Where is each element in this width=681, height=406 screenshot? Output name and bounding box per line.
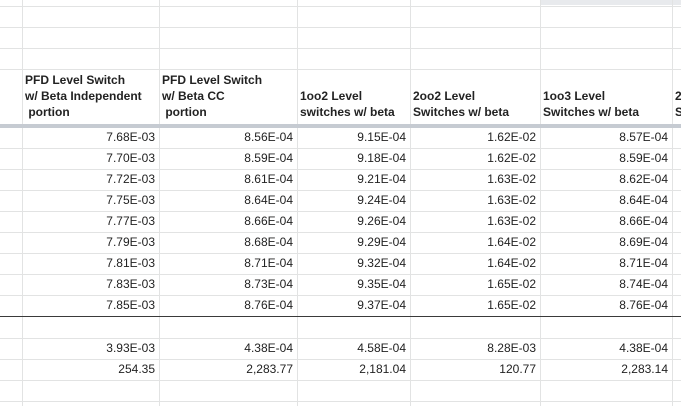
row-divider <box>0 148 681 149</box>
table-cell[interactable]: 8.64E-04 <box>244 193 293 207</box>
table-cell[interactable]: 1.62E-02 <box>487 151 536 165</box>
table-cell[interactable]: 8.66E-04 <box>244 214 293 228</box>
row-divider <box>0 274 681 275</box>
column-divider <box>297 0 298 406</box>
table-cell[interactable]: 8.59E-04 <box>619 151 668 165</box>
table-cell[interactable]: 7.83E-03 <box>106 277 155 291</box>
table-cell[interactable]: 9.24E-04 <box>357 193 406 207</box>
table-cell[interactable]: 7.75E-03 <box>106 193 155 207</box>
table-cell[interactable]: 8.69E-04 <box>619 235 668 249</box>
column-divider <box>22 0 23 406</box>
table-cell[interactable]: 8.62E-04 <box>619 172 668 186</box>
row-divider <box>0 27 681 28</box>
column-divider <box>159 0 160 406</box>
table-cell[interactable]: 8.57E-04 <box>619 130 668 144</box>
selected-column-highlight <box>540 0 681 5</box>
column-divider <box>410 0 411 406</box>
table-cell[interactable]: 1.63E-02 <box>487 214 536 228</box>
table-cell[interactable]: 1.64E-02 <box>487 256 536 270</box>
table-cell[interactable]: 9.18E-04 <box>357 151 406 165</box>
row-divider <box>0 253 681 254</box>
table-cell[interactable]: 9.29E-04 <box>357 235 406 249</box>
table-cell[interactable]: 8.56E-04 <box>244 130 293 144</box>
row-divider <box>0 380 681 381</box>
header-cell-next[interactable]: 2 S <box>675 89 681 119</box>
table-cell[interactable]: 8.68E-04 <box>244 235 293 249</box>
summary-cell[interactable]: 120.77 <box>499 362 536 376</box>
row-divider <box>0 169 681 170</box>
header-cell-pfd-independent[interactable]: PFD Level Switch w/ Beta Independent por… <box>25 73 142 119</box>
table-cell[interactable]: 8.76E-04 <box>244 298 293 312</box>
table-cell[interactable]: 1.65E-02 <box>487 298 536 312</box>
table-cell[interactable]: 7.72E-03 <box>106 172 155 186</box>
table-cell[interactable]: 1.65E-02 <box>487 277 536 291</box>
row-divider <box>0 295 681 296</box>
table-cell[interactable]: 7.68E-03 <box>106 130 155 144</box>
table-cell[interactable]: 7.77E-03 <box>106 214 155 228</box>
summary-cell[interactable]: 4.38E-04 <box>619 341 668 355</box>
row-divider <box>0 190 681 191</box>
table-cell[interactable]: 1.64E-02 <box>487 235 536 249</box>
table-cell[interactable]: 9.21E-04 <box>357 172 406 186</box>
table-cell[interactable]: 8.64E-04 <box>619 193 668 207</box>
header-cell-1oo2[interactable]: 1oo2 Level switches w/ beta <box>300 89 395 119</box>
header-frozen-separator <box>0 124 681 128</box>
table-cell[interactable]: 8.71E-04 <box>619 256 668 270</box>
summary-cell[interactable]: 254.35 <box>118 362 155 376</box>
column-divider <box>540 0 541 406</box>
header-cell-2oo2[interactable]: 2oo2 Level Switches w/ beta <box>413 89 510 119</box>
table-cell[interactable]: 9.26E-04 <box>357 214 406 228</box>
table-cell[interactable]: 8.66E-04 <box>619 214 668 228</box>
table-cell[interactable]: 8.74E-04 <box>619 277 668 291</box>
summary-cell[interactable]: 4.38E-04 <box>244 341 293 355</box>
table-cell[interactable]: 7.70E-03 <box>106 151 155 165</box>
table-cell[interactable]: 8.61E-04 <box>244 172 293 186</box>
table-cell[interactable]: 9.32E-04 <box>357 256 406 270</box>
summary-cell[interactable]: 3.93E-03 <box>106 341 155 355</box>
row-divider <box>0 359 681 360</box>
row-divider <box>0 48 681 49</box>
summary-cell[interactable]: 2,181.04 <box>359 362 406 376</box>
header-cell-pfd-cc[interactable]: PFD Level Switch w/ Beta CC portion <box>162 73 263 119</box>
summary-border <box>0 316 681 317</box>
row-divider <box>0 6 681 7</box>
table-cell[interactable]: 8.76E-04 <box>619 298 668 312</box>
table-cell[interactable]: 7.85E-03 <box>106 298 155 312</box>
table-cell[interactable]: 9.35E-04 <box>357 277 406 291</box>
table-cell[interactable]: 9.37E-04 <box>357 298 406 312</box>
table-cell[interactable]: 1.63E-02 <box>487 193 536 207</box>
summary-cell[interactable]: 4.58E-04 <box>357 341 406 355</box>
summary-cell[interactable]: 2,283.77 <box>246 362 293 376</box>
table-cell[interactable]: 8.73E-04 <box>244 277 293 291</box>
row-divider <box>0 232 681 233</box>
row-divider <box>0 401 681 402</box>
table-cell[interactable]: 7.79E-03 <box>106 235 155 249</box>
row-divider <box>0 211 681 212</box>
table-cell[interactable]: 1.62E-02 <box>487 130 536 144</box>
table-cell[interactable]: 1.63E-02 <box>487 172 536 186</box>
table-cell[interactable]: 9.15E-04 <box>357 130 406 144</box>
table-cell[interactable]: 8.59E-04 <box>244 151 293 165</box>
summary-cell[interactable]: 8.28E-03 <box>487 341 536 355</box>
table-cell[interactable]: 7.81E-03 <box>106 256 155 270</box>
row-divider <box>0 338 681 339</box>
summary-cell[interactable]: 2,283.14 <box>621 362 668 376</box>
header-cell-1oo3[interactable]: 1oo3 Level Switches w/ beta <box>543 89 640 119</box>
column-divider <box>672 0 673 406</box>
row-divider <box>0 69 681 70</box>
table-cell[interactable]: 8.71E-04 <box>244 256 293 270</box>
